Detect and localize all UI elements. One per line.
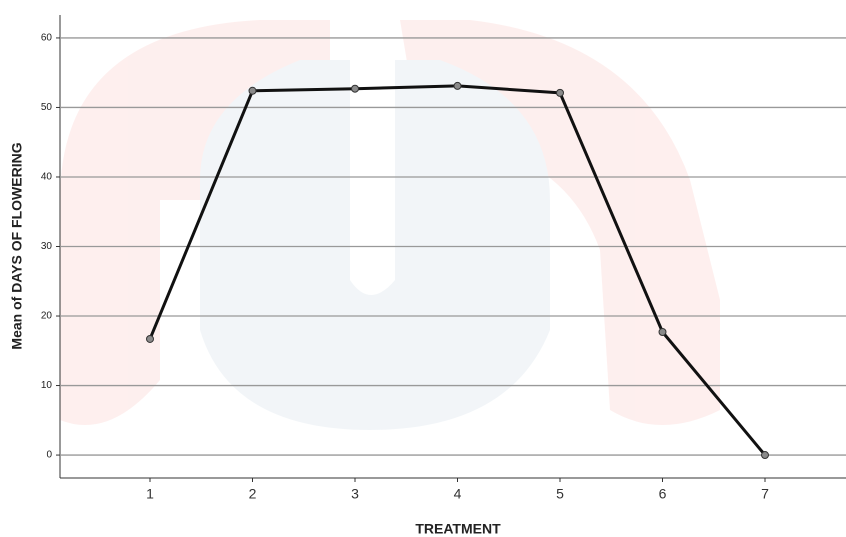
x-tick-label: 6 bbox=[659, 486, 667, 502]
y-tick-label: 60 bbox=[41, 33, 53, 44]
data-point bbox=[146, 334, 154, 343]
y-axis-title: Mean of DAYS OF FLOWERING bbox=[9, 142, 25, 349]
y-tick-label: 40 bbox=[41, 172, 53, 183]
watermark bbox=[60, 20, 720, 430]
x-tick-label: 2 bbox=[249, 486, 257, 502]
x-tick-label: 1 bbox=[146, 486, 154, 502]
data-point bbox=[248, 86, 257, 95]
y-tick-label: 50 bbox=[41, 102, 53, 113]
data-point bbox=[351, 84, 359, 93]
data-point bbox=[658, 328, 667, 337]
y-tick-label: 0 bbox=[46, 450, 52, 461]
x-axis-title: TREATMENT bbox=[415, 521, 501, 537]
x-tick-label: 3 bbox=[351, 486, 359, 502]
data-point bbox=[556, 88, 564, 97]
x-tick-label: 5 bbox=[556, 486, 564, 502]
data-point bbox=[453, 81, 462, 90]
x-tick-label: 7 bbox=[761, 486, 769, 502]
y-tick-label: 10 bbox=[41, 380, 53, 391]
data-point bbox=[761, 451, 769, 460]
x-tick-label: 4 bbox=[454, 486, 462, 502]
y-tick-label: 30 bbox=[41, 241, 53, 252]
y-tick-label: 20 bbox=[41, 311, 53, 322]
